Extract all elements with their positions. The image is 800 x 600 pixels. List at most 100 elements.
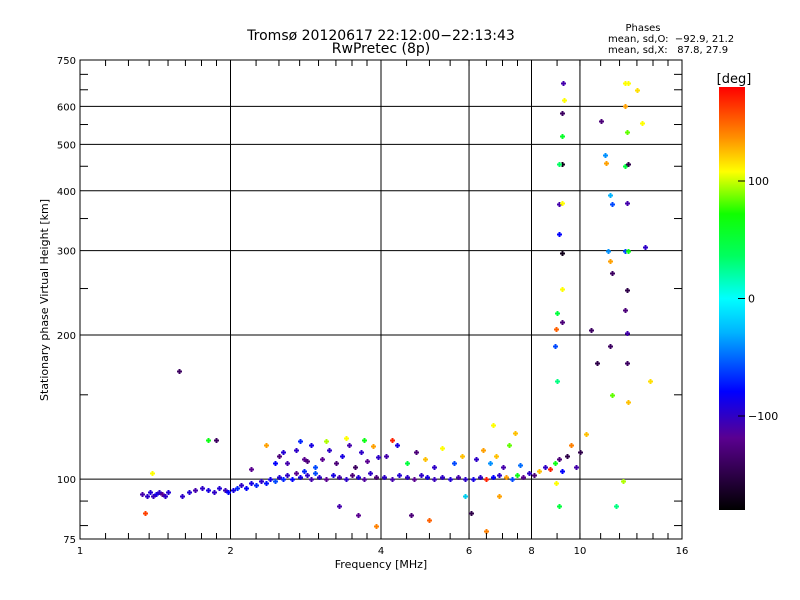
data-point bbox=[501, 465, 506, 470]
data-point bbox=[608, 193, 613, 198]
data-point bbox=[518, 463, 523, 468]
data-point bbox=[555, 311, 560, 316]
colorbar-label: [deg] bbox=[717, 72, 752, 87]
data-point bbox=[608, 259, 613, 264]
y-tick-label: 500 bbox=[57, 140, 76, 151]
data-point bbox=[604, 161, 609, 166]
data-point bbox=[157, 490, 162, 495]
data-point bbox=[527, 471, 532, 476]
data-point bbox=[302, 469, 307, 474]
data-point bbox=[440, 446, 445, 451]
data-point bbox=[425, 475, 430, 480]
data-point bbox=[285, 473, 290, 478]
data-point bbox=[625, 288, 630, 293]
data-point bbox=[277, 475, 282, 480]
data-point bbox=[344, 477, 349, 482]
data-point bbox=[599, 119, 604, 124]
data-point bbox=[331, 473, 336, 478]
data-point bbox=[606, 249, 611, 254]
data-point bbox=[281, 477, 286, 482]
data-point bbox=[484, 477, 489, 482]
data-point bbox=[557, 232, 562, 237]
data-point bbox=[610, 393, 615, 398]
data-point bbox=[214, 438, 219, 443]
data-point bbox=[569, 443, 574, 448]
data-point bbox=[226, 490, 231, 495]
y-tick-label: 200 bbox=[57, 331, 76, 342]
axis-ticks: 1 2 4 6 8 10 16 75 100 200 300 400 500 600 750 bbox=[57, 56, 688, 557]
data-point bbox=[294, 471, 299, 476]
data-point bbox=[206, 438, 211, 443]
y-tick-label: 75 bbox=[63, 535, 76, 546]
data-points bbox=[140, 81, 653, 534]
x-tick-label: 16 bbox=[676, 546, 689, 557]
data-point bbox=[347, 443, 352, 448]
grid-lines bbox=[80, 60, 682, 539]
data-point bbox=[309, 443, 314, 448]
data-point bbox=[239, 483, 244, 488]
data-point bbox=[419, 473, 424, 478]
data-point bbox=[553, 461, 558, 466]
data-point bbox=[603, 153, 608, 158]
data-point bbox=[474, 457, 479, 462]
data-point bbox=[217, 486, 222, 491]
data-point bbox=[560, 111, 565, 116]
data-point bbox=[491, 475, 496, 480]
data-point bbox=[625, 130, 630, 135]
data-point bbox=[150, 471, 155, 476]
data-point bbox=[561, 81, 566, 86]
data-point bbox=[412, 477, 417, 482]
data-point bbox=[235, 486, 240, 491]
data-point bbox=[565, 454, 570, 459]
data-point bbox=[337, 475, 342, 480]
data-point bbox=[621, 479, 626, 484]
data-point bbox=[309, 477, 314, 482]
x-tick-label: 4 bbox=[378, 546, 384, 557]
data-point bbox=[625, 361, 630, 366]
stats-x-mode: mean, sd,X: 87.8, 27.9 bbox=[608, 45, 728, 56]
data-point bbox=[560, 134, 565, 139]
data-point bbox=[554, 481, 559, 486]
data-point bbox=[497, 494, 502, 499]
data-point bbox=[264, 443, 269, 448]
data-point bbox=[640, 121, 645, 126]
data-point bbox=[298, 475, 303, 480]
data-point bbox=[334, 461, 339, 466]
data-point bbox=[397, 473, 402, 478]
y-tick-label: 400 bbox=[57, 187, 76, 198]
y-axis-label: Stationary phase Virtual Height [km] bbox=[38, 199, 51, 401]
data-point bbox=[177, 369, 182, 374]
data-point bbox=[249, 467, 254, 472]
data-point bbox=[414, 450, 419, 455]
data-point bbox=[298, 439, 303, 444]
x-tick-label: 8 bbox=[528, 546, 534, 557]
x-tick-label: 6 bbox=[466, 546, 472, 557]
stats-o-mode: mean, sd,O: −92.9, 21.2 bbox=[608, 34, 734, 45]
data-point bbox=[513, 431, 518, 436]
data-point bbox=[557, 457, 562, 462]
data-point bbox=[317, 475, 322, 480]
data-point bbox=[290, 477, 295, 482]
data-point bbox=[313, 465, 318, 470]
data-point bbox=[623, 164, 628, 169]
data-point bbox=[608, 344, 613, 349]
data-point bbox=[305, 473, 310, 478]
data-point bbox=[273, 479, 278, 484]
data-point bbox=[548, 467, 553, 472]
data-point bbox=[595, 361, 600, 366]
data-point bbox=[521, 475, 526, 480]
data-point bbox=[180, 494, 185, 499]
data-point bbox=[151, 494, 156, 499]
data-point bbox=[427, 518, 432, 523]
data-point bbox=[478, 475, 483, 480]
data-point bbox=[365, 459, 370, 464]
data-point bbox=[350, 473, 355, 478]
data-point bbox=[223, 488, 228, 493]
data-point bbox=[268, 477, 273, 482]
data-point bbox=[488, 461, 493, 466]
data-point bbox=[481, 448, 486, 453]
y-tick-label: 100 bbox=[57, 475, 76, 486]
data-point bbox=[626, 400, 631, 405]
colorbar-tick-label: −100 bbox=[748, 410, 778, 423]
data-point bbox=[554, 327, 559, 332]
